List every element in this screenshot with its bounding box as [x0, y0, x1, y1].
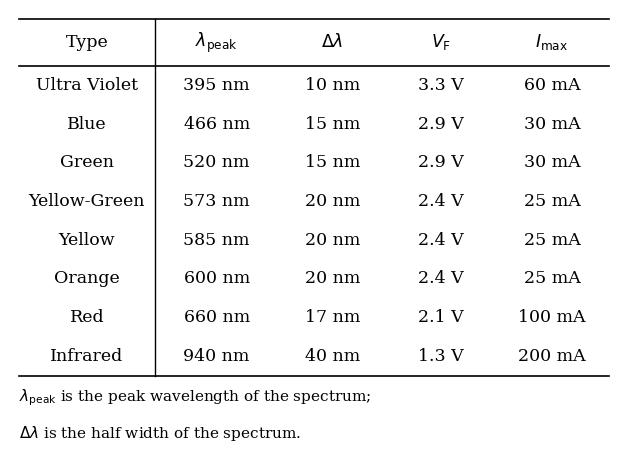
Text: Yellow: Yellow	[58, 232, 115, 249]
Text: 2.4 V: 2.4 V	[418, 270, 463, 287]
Text: 25 mA: 25 mA	[524, 232, 580, 249]
Text: 15 nm: 15 nm	[305, 116, 360, 133]
Text: 520 nm: 520 nm	[183, 154, 250, 171]
Text: Infrared: Infrared	[50, 348, 124, 365]
Text: 573 nm: 573 nm	[183, 193, 250, 210]
Text: 466 nm: 466 nm	[183, 116, 250, 133]
Text: Red: Red	[70, 309, 104, 326]
Text: 17 nm: 17 nm	[305, 309, 360, 326]
Text: 2.4 V: 2.4 V	[418, 193, 463, 210]
Text: $\lambda_{\mathrm{peak}}$ is the peak wavelength of the spectrum;: $\lambda_{\mathrm{peak}}$ is the peak wa…	[19, 388, 371, 408]
Text: $\lambda_{\mathrm{peak}}$: $\lambda_{\mathrm{peak}}$	[195, 30, 238, 55]
Text: 15 nm: 15 nm	[305, 154, 360, 171]
Text: $I_{\mathrm{max}}$: $I_{\mathrm{max}}$	[536, 33, 568, 52]
Text: Yellow-Green: Yellow-Green	[29, 193, 145, 210]
Text: Blue: Blue	[67, 116, 107, 133]
Text: 60 mA: 60 mA	[524, 77, 580, 94]
Text: 200 mA: 200 mA	[518, 348, 586, 365]
Text: 660 nm: 660 nm	[183, 309, 250, 326]
Text: 30 mA: 30 mA	[524, 116, 580, 133]
Text: 2.9 V: 2.9 V	[418, 154, 463, 171]
Text: $\Delta\lambda$: $\Delta\lambda$	[322, 34, 344, 51]
Text: 3.3 V: 3.3 V	[418, 77, 463, 94]
Text: Green: Green	[60, 154, 114, 171]
Text: 25 mA: 25 mA	[524, 270, 580, 287]
Text: 20 nm: 20 nm	[305, 193, 360, 210]
Text: 10 nm: 10 nm	[305, 77, 360, 94]
Text: Type: Type	[65, 34, 108, 51]
Text: 600 nm: 600 nm	[183, 270, 250, 287]
Text: 2.9 V: 2.9 V	[418, 116, 463, 133]
Text: 940 nm: 940 nm	[183, 348, 250, 365]
Text: 30 mA: 30 mA	[524, 154, 580, 171]
Text: 20 nm: 20 nm	[305, 270, 360, 287]
Text: Orange: Orange	[54, 270, 120, 287]
Text: 585 nm: 585 nm	[183, 232, 250, 249]
Text: Ultra Violet: Ultra Violet	[36, 77, 138, 94]
Text: 2.4 V: 2.4 V	[418, 232, 463, 249]
Text: 2.1 V: 2.1 V	[418, 309, 463, 326]
Text: 395 nm: 395 nm	[183, 77, 250, 94]
Text: $\Delta\lambda$ is the half width of the spectrum.: $\Delta\lambda$ is the half width of the…	[19, 424, 301, 443]
Text: 40 nm: 40 nm	[305, 348, 360, 365]
Text: 1.3 V: 1.3 V	[418, 348, 463, 365]
Text: 100 mA: 100 mA	[518, 309, 586, 326]
Text: 20 nm: 20 nm	[305, 232, 360, 249]
Text: 25 mA: 25 mA	[524, 193, 580, 210]
Text: $V_{\mathrm{F}}$: $V_{\mathrm{F}}$	[431, 33, 451, 52]
